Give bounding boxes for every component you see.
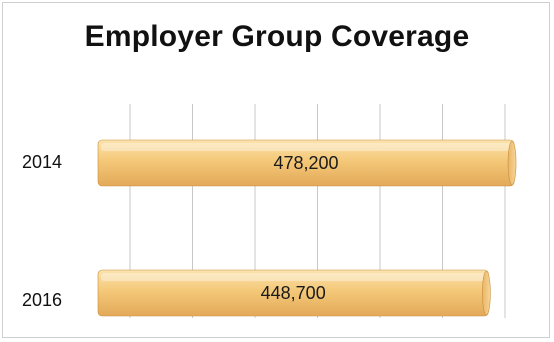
bar-2016: 448,700 <box>97 269 491 317</box>
bar-highlight-2014 <box>101 143 512 151</box>
y-tick-label-2016: 2016 <box>22 290 63 310</box>
y-tick-label-2014: 2014 <box>22 152 63 172</box>
bar-2014: 478,200 <box>97 139 517 187</box>
data-label-2016: 448,700 <box>261 283 326 303</box>
data-label-2014: 478,200 <box>273 153 338 173</box>
bar-highlight-2016 <box>101 273 486 281</box>
chart-title: Employer Group Coverage <box>84 20 470 53</box>
bar-end-cap-2014 <box>507 140 517 186</box>
bar-end-cap-2016 <box>482 270 491 316</box>
